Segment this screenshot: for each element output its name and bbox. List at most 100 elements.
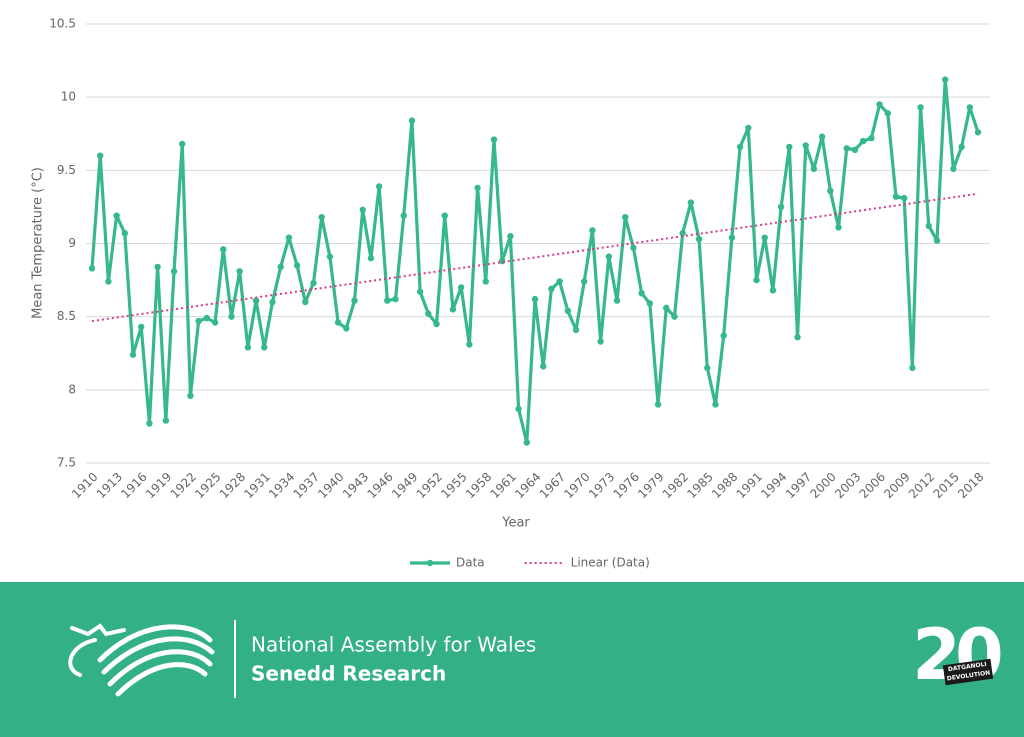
footer-subtitle: Senedd Research bbox=[251, 662, 446, 686]
trend-line bbox=[91, 192, 979, 323]
data-point bbox=[909, 364, 916, 372]
data-point bbox=[334, 319, 342, 326]
data-point bbox=[179, 140, 186, 148]
legend-label: Data bbox=[456, 556, 485, 570]
data-point bbox=[490, 136, 498, 143]
data-point bbox=[121, 230, 129, 237]
data-point bbox=[367, 254, 375, 262]
data-point bbox=[646, 300, 654, 307]
data-point bbox=[761, 234, 768, 241]
data-point bbox=[187, 392, 194, 399]
data-point bbox=[728, 234, 736, 241]
data-point bbox=[810, 165, 818, 173]
badge-ribbon: DATGANOLI DEVOLUTION bbox=[942, 658, 994, 686]
data-point bbox=[925, 222, 932, 230]
data-point bbox=[482, 278, 489, 285]
data-point bbox=[343, 325, 350, 332]
data-point bbox=[597, 338, 604, 345]
data-point bbox=[359, 206, 366, 214]
data-point bbox=[236, 268, 243, 275]
data-point bbox=[745, 124, 752, 132]
data-point bbox=[523, 439, 530, 446]
data-point bbox=[802, 142, 809, 149]
data-point bbox=[613, 297, 621, 304]
data-point bbox=[892, 193, 900, 200]
data-point bbox=[318, 213, 325, 221]
data-point bbox=[88, 265, 96, 272]
data-point bbox=[540, 363, 547, 370]
data-point bbox=[868, 134, 875, 142]
data-point bbox=[97, 152, 104, 159]
y-tick-label: 9.5 bbox=[57, 163, 76, 177]
data-point bbox=[211, 319, 219, 326]
data-point bbox=[843, 145, 850, 152]
data-point bbox=[408, 117, 416, 124]
data-point bbox=[220, 246, 227, 253]
data-point bbox=[679, 230, 686, 237]
x-axis-title: Year bbox=[501, 516, 530, 531]
data-point bbox=[581, 278, 588, 285]
ribbon-box bbox=[942, 658, 994, 686]
data-point bbox=[786, 143, 793, 151]
data-point bbox=[277, 263, 284, 271]
data-point bbox=[507, 232, 514, 240]
badge-number: 20 bbox=[912, 614, 1001, 696]
data-point bbox=[966, 104, 973, 111]
data-point bbox=[769, 287, 777, 294]
legend-marker bbox=[426, 559, 434, 567]
data-point bbox=[170, 268, 178, 275]
data-point bbox=[146, 420, 153, 427]
data-point bbox=[416, 288, 424, 295]
data-point bbox=[654, 401, 662, 408]
data-point bbox=[777, 203, 785, 211]
data-point bbox=[203, 314, 211, 322]
y-tick-label: 10 bbox=[61, 90, 76, 104]
data-point bbox=[974, 129, 982, 136]
data-point bbox=[195, 317, 202, 325]
y-tick-label: 8.5 bbox=[57, 309, 76, 323]
data-point bbox=[531, 295, 539, 303]
data-point bbox=[105, 278, 112, 285]
data-point bbox=[704, 364, 711, 372]
data-point bbox=[687, 199, 695, 206]
legend-item: Data bbox=[410, 556, 485, 570]
y-tick-label: 8 bbox=[68, 382, 76, 396]
data-point bbox=[384, 297, 391, 304]
data-point bbox=[449, 306, 457, 313]
data-point bbox=[933, 237, 941, 244]
data-point bbox=[638, 290, 645, 297]
data-point bbox=[622, 213, 629, 221]
data-point bbox=[425, 310, 432, 317]
data-point bbox=[548, 285, 555, 293]
data-point bbox=[564, 307, 572, 315]
data-point bbox=[556, 278, 563, 285]
data-point bbox=[154, 263, 161, 271]
data-point bbox=[269, 298, 276, 306]
assembly-logo bbox=[68, 623, 215, 697]
data-point bbox=[630, 244, 637, 252]
data-point bbox=[835, 224, 842, 231]
data-point bbox=[663, 304, 670, 312]
data-point bbox=[736, 143, 744, 151]
data-point bbox=[950, 165, 957, 173]
data-point bbox=[859, 137, 867, 145]
data-point bbox=[720, 332, 727, 339]
data-point bbox=[113, 212, 120, 219]
y-tick-label: 9 bbox=[68, 236, 76, 250]
y-axis-title: Mean Temperature (°C) bbox=[31, 167, 46, 319]
data-point bbox=[794, 333, 801, 341]
data-point bbox=[244, 344, 252, 351]
data-point bbox=[285, 234, 293, 241]
data-point bbox=[129, 351, 137, 358]
data-point bbox=[572, 326, 580, 334]
data-point bbox=[753, 276, 760, 284]
data-point bbox=[671, 313, 678, 320]
data-point bbox=[228, 313, 235, 320]
data-point bbox=[326, 253, 334, 260]
y-tick-label: 10.5 bbox=[49, 17, 76, 31]
data-point bbox=[917, 104, 924, 111]
data-point bbox=[827, 187, 834, 195]
data-point bbox=[457, 284, 465, 291]
